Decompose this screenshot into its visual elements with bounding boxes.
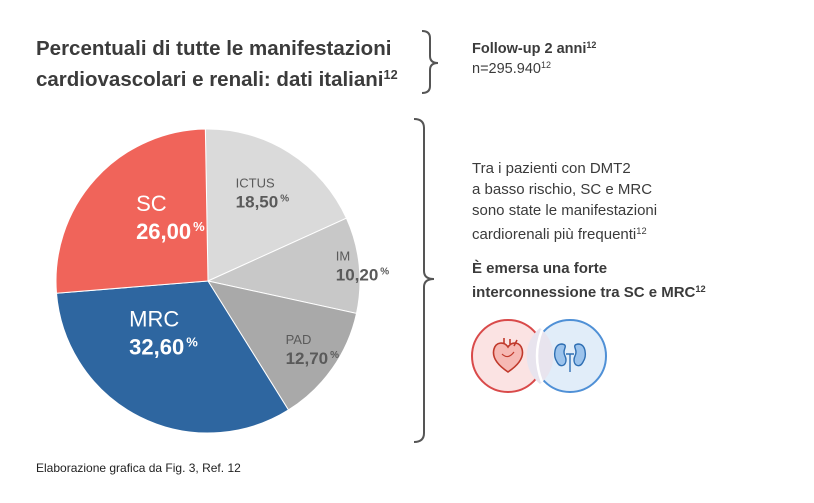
pie-label-pad: PAD 12,70% xyxy=(286,332,340,368)
sample-size: n=295.94012 xyxy=(472,60,551,77)
sample-size-text: n=295.940 xyxy=(472,60,541,77)
kidneys-icon xyxy=(554,343,586,372)
slice-value-ictus: 18,50% xyxy=(236,192,290,211)
description-line-4: cardiorenali più frequenti12 xyxy=(472,221,772,245)
pie-slice-im xyxy=(206,217,361,315)
pie-slice-mrc xyxy=(55,280,290,434)
pie-slice-pad xyxy=(206,280,358,411)
interconnection-illustration xyxy=(471,319,607,393)
description-line-1: Tra i pazienti con DMT2 xyxy=(472,160,631,177)
title-ref: 12 xyxy=(383,67,398,82)
heart-icon xyxy=(492,338,524,373)
highlight-line-2-text: interconnessione tra SC e MRC xyxy=(472,284,696,302)
page-title: Percentuali di tutte le manifestazioni c… xyxy=(36,36,406,93)
slice-name-ictus: ICTUS xyxy=(236,175,275,190)
brace-top xyxy=(421,30,439,94)
slice-value-pad: 12,70% xyxy=(286,349,340,368)
sample-size-ref: 12 xyxy=(540,60,551,70)
title-line-2: cardiovascolari e renali: dati italiani1… xyxy=(36,62,406,93)
slice-name-sc: SC xyxy=(136,191,167,216)
pie-slice-ictus xyxy=(204,128,348,282)
description-line-3: sono state le manifestazioni xyxy=(472,202,658,219)
description: Tra i pazienti con DMT2 a basso rischio,… xyxy=(472,158,772,245)
description-line-2: a basso rischio, SC e MRC xyxy=(472,181,653,198)
highlight-ref: 12 xyxy=(695,284,706,294)
followup-text: Follow-up 2 anni xyxy=(472,40,587,57)
title-line-1: Percentuali di tutte le manifestazioni xyxy=(36,37,392,60)
title-line-2-text: cardiovascolari e renali: dati italiani xyxy=(36,67,384,91)
slice-name-pad: PAD xyxy=(286,332,312,347)
source-note: Elaborazione grafica da Fig. 3, Ref. 12 xyxy=(36,461,241,475)
slice-value-im: 10,20% xyxy=(336,265,390,284)
followup-label: Follow-up 2 anni12 xyxy=(472,40,596,57)
highlight-line-1: È emersa una forte xyxy=(472,260,608,277)
pie-label-ictus: ICTUS 18,50% xyxy=(236,175,290,211)
slice-name-im: IM xyxy=(336,248,350,263)
pie-slice-sc xyxy=(55,128,209,294)
brace-right xyxy=(413,118,435,443)
description-line-4-text: cardiorenali più frequenti xyxy=(472,226,637,244)
highlight-text: È emersa una forte interconnessione tra … xyxy=(472,258,792,303)
slice-name-mrc: MRC xyxy=(129,306,179,331)
description-ref: 12 xyxy=(636,226,647,236)
followup-ref: 12 xyxy=(586,40,597,50)
pie-label-im: IM 10,20% xyxy=(336,248,390,284)
highlight-line-2: interconnessione tra SC e MRC12 xyxy=(472,279,792,303)
